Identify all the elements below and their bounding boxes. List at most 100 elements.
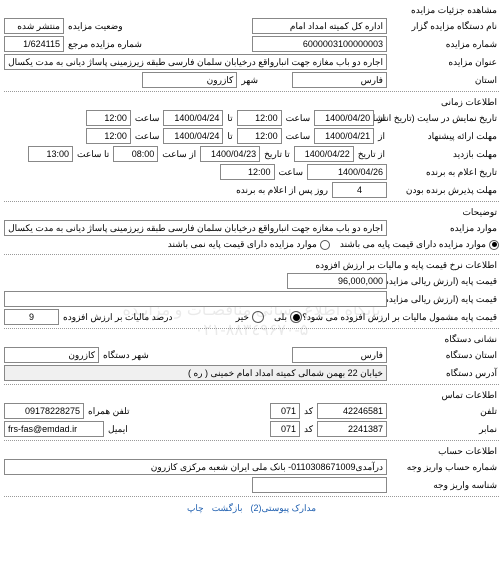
field-visit-hfrom: 08:00	[113, 146, 158, 162]
link-attachments[interactable]: مدارک پیوستی(2)	[250, 503, 316, 514]
radio-base-price[interactable]: موارد مزایده دارای قیمت پایه می باشند مو…	[4, 237, 499, 252]
label-vfrom: از تاریخ	[356, 149, 387, 160]
field-proposal-from-t: 12:00	[237, 128, 282, 144]
field-proposal-to-d: 1400/04/24	[163, 128, 223, 144]
field-announce-t: 12:00	[220, 164, 275, 180]
label-tel-code: کد	[302, 406, 315, 417]
field-status: منتشر شده	[4, 18, 64, 34]
field-visit-to-d: 1400/04/23	[200, 146, 260, 162]
label-status: وضعیت مزایده	[66, 21, 125, 32]
field-email: frs-fas@emdad.ir	[4, 421, 104, 437]
label-vhfrom: از ساعت	[160, 149, 198, 160]
radio-vat-yes-icon	[290, 311, 302, 323]
section-org-loc: نشانی دستگاه	[4, 331, 499, 346]
field-announce-d: 1400/04/26	[307, 164, 387, 180]
label-desc-items: موارد مزایده	[389, 223, 499, 234]
label-mobile: تلفن همراه	[86, 406, 132, 417]
field-desc-items: اجاره دو باب مغازه جهت انبارواقع درخیابا…	[4, 220, 387, 236]
label-time: ساعت	[284, 113, 313, 124]
radio-has-base-icon	[489, 240, 499, 250]
label-tel: تلفن	[389, 406, 499, 417]
label-org-addr: آدرس دستگاه	[389, 368, 499, 379]
label-org-province: استان دستگاه	[389, 350, 499, 361]
radio-no-base-icon	[320, 240, 330, 250]
label-auction-no: شماره مزایده	[389, 39, 499, 50]
label-vat-q: قیمت پایه مشمول مالیات بر ارزش افزوده می…	[304, 312, 499, 323]
radio-vat-yes[interactable]: بلی	[274, 311, 302, 323]
label-announce-t: ساعت	[277, 167, 306, 178]
label-vto: تا تاریخ	[262, 149, 292, 160]
label-fax-code: کد	[302, 424, 315, 435]
radio-vat-no-icon	[252, 311, 264, 323]
label-fax: نمابر	[389, 424, 499, 435]
field-org-name: اداره کل کمیته امداد امام	[252, 18, 387, 34]
label-account-no: شماره حساب واریز وجه	[389, 462, 499, 473]
field-payment-id	[252, 477, 387, 493]
field-publish-to-t: 12:00	[86, 110, 131, 126]
field-publish-from-d: 1400/04/20	[314, 110, 374, 126]
field-org-city: کازرون	[4, 347, 99, 363]
label-payment-id: شناسه واریز وجه	[389, 480, 499, 491]
label-visit: مهلت بازدید	[389, 149, 499, 160]
label-time3: ساعت	[284, 131, 313, 142]
field-publish-from-t: 12:00	[237, 110, 282, 126]
section-price-info: اطلاعات نرخ قیمت پایه و مالیات بر ارزش ا…	[4, 257, 499, 272]
field-subject: اجاره دو باب مغازه جهت انبارواقع درخیابا…	[4, 54, 387, 70]
label-ref-no: شماره مزایده مرجع	[66, 39, 144, 50]
label-accept-win: مهلت پذیرش برنده بودن	[389, 185, 499, 196]
field-publish-to-d: 1400/04/24	[163, 110, 223, 126]
field-visit-hto: 13:00	[28, 146, 73, 162]
field-tel-code: 071	[270, 403, 300, 419]
section-account: اطلاعات حساب	[4, 443, 499, 458]
field-accept-days: 4	[332, 182, 387, 198]
label-org-city: شهر دستگاه	[101, 350, 151, 361]
field-org-province: فارس	[292, 347, 387, 363]
link-print[interactable]: چاپ	[187, 503, 204, 514]
field-account-no: درآمدی0110308671009- بانک ملی ایران شعبه…	[4, 459, 387, 475]
field-proposal-to-t: 12:00	[86, 128, 131, 144]
field-price-num: 96,000,000	[287, 273, 387, 289]
label-from: از	[376, 113, 387, 124]
section-time-info: اطلاعات زمانی	[4, 94, 499, 109]
radio-vat-yes-label: بلی	[274, 312, 287, 323]
label-vhto: تا ساعت	[75, 149, 111, 160]
radio-no-base-label: موارد مزایده دارای قیمت پایه نمی باشند	[168, 239, 317, 250]
label-org-name: نام دستگاه مزایده گزار	[389, 21, 499, 32]
label-from2: از	[376, 131, 387, 142]
label-to2: تا	[225, 131, 234, 142]
field-province: فارس	[292, 72, 387, 88]
field-tel: 42246581	[317, 403, 387, 419]
label-price-word: قیمت پایه (ارزش ریالی مزایده) به حروف	[389, 294, 499, 305]
label-subject: عنوان مزایده	[389, 57, 499, 68]
radio-vat-no-label: خیر	[236, 312, 249, 323]
label-accept-suffix: روز پس از اعلام به برنده	[234, 185, 330, 196]
field-fax: 2241387	[317, 421, 387, 437]
radio-vat-no[interactable]: خیر	[236, 311, 264, 323]
link-back[interactable]: بازگشت	[212, 503, 243, 514]
page-title: مشاهده جزئیات مزایده	[4, 2, 499, 17]
field-vat-percent: 9	[4, 309, 59, 325]
label-time4: ساعت	[133, 131, 162, 142]
field-fax-code: 071	[270, 421, 300, 437]
field-visit-from-d: 1400/04/22	[294, 146, 354, 162]
label-vat-percent: درصد مالیات بر ارزش افزوده	[61, 312, 174, 323]
label-to: تا	[225, 113, 234, 124]
label-city: شهر	[239, 75, 260, 86]
label-publish-date: تاریخ نمایش در سایت (تاریخ انتشار)	[389, 113, 499, 124]
field-proposal-from-d: 1400/04/21	[314, 128, 374, 144]
label-province: استان	[389, 75, 499, 86]
field-org-addr: خیابان 22 بهمن شمالی کمیته امداد امام خم…	[4, 365, 387, 381]
label-email: ایمیل	[106, 424, 130, 435]
section-contact: اطلاعات تماس	[4, 387, 499, 402]
radio-has-base-label: موارد مزایده دارای قیمت پایه می باشند	[340, 239, 486, 250]
label-time2: ساعت	[133, 113, 162, 124]
field-ref-no: 1/624115	[4, 36, 64, 52]
field-price-word	[4, 291, 387, 307]
field-mobile: 09178228275	[4, 403, 84, 419]
label-price-num: قیمت پایه (ارزش ریالی مزایده) به عدد	[389, 276, 499, 287]
label-announce: تاریخ اعلام به برنده	[389, 167, 499, 178]
field-auction-no: 6000003100000003	[252, 36, 387, 52]
label-proposal: مهلت ارائه پیشنهاد	[389, 131, 499, 142]
section-desc: توضیحات	[4, 204, 499, 219]
field-city: کازرون	[142, 72, 237, 88]
